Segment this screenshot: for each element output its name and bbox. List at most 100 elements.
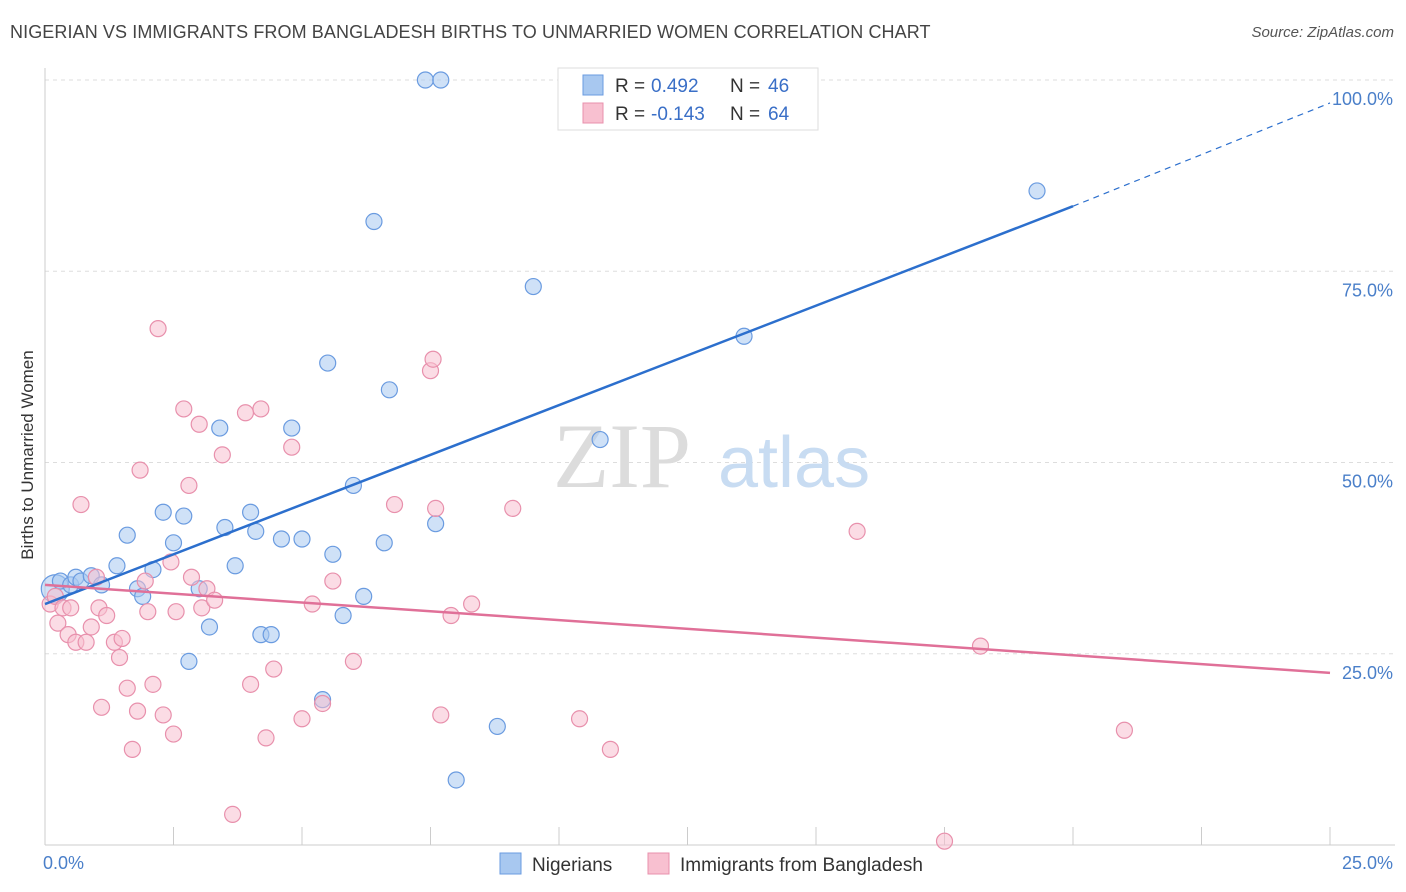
bangladesh-point — [110, 648, 129, 667]
nigerians-point — [380, 381, 398, 399]
bangladesh-point — [252, 400, 270, 418]
nigerians-point — [355, 587, 373, 605]
legend-r-value: -0.143 — [651, 104, 705, 125]
nigerians-point — [524, 277, 542, 296]
nigerians-point — [591, 430, 609, 449]
nigerians-point — [293, 530, 311, 548]
legend-bottom-label: Immigrants from Bangladesh — [680, 855, 923, 876]
watermark-atlas: atlas — [718, 423, 870, 503]
bangladesh-point — [77, 633, 95, 651]
bangladesh-point — [427, 499, 445, 517]
y-tick-label: 100.0% — [1332, 89, 1393, 109]
axes — [44, 68, 1395, 846]
bangladesh-point — [432, 706, 450, 724]
data-points — [40, 71, 1134, 850]
bangladesh-point — [236, 404, 255, 422]
bangladesh-point — [139, 603, 157, 621]
bangladesh-point — [570, 710, 589, 728]
nigerians-point — [108, 557, 126, 575]
bangladesh-point — [424, 350, 442, 368]
bangladesh-point — [123, 740, 141, 758]
bangladesh-point — [128, 702, 147, 720]
nigerians-point — [1028, 182, 1046, 200]
nigerians-point — [447, 771, 465, 789]
legend-n-label: N = — [730, 76, 760, 97]
y-tick-label: 25.0% — [1342, 663, 1393, 683]
legend-n-value: 64 — [768, 104, 790, 125]
bangladesh-point — [283, 438, 301, 456]
bangladesh-point — [971, 637, 990, 655]
nigerians-point — [262, 626, 280, 644]
bangladesh-point — [82, 618, 100, 636]
legend-bottom: Nigerians Immigrants from Bangladesh — [499, 852, 923, 876]
nigerians-point — [324, 545, 342, 563]
source-label: Source: ZipAtlas.com — [1251, 24, 1394, 41]
bangladesh-trend-line — [44, 583, 1331, 675]
trend-lines — [44, 102, 1331, 675]
bangladesh-point — [175, 400, 193, 418]
bangladesh-point — [180, 476, 198, 495]
bangladesh-point — [144, 675, 162, 693]
bangladesh-point — [164, 725, 183, 743]
nigerians-point — [432, 71, 450, 89]
bangladesh-point — [206, 591, 224, 609]
nigerians-point — [319, 354, 337, 372]
nigerians-point — [283, 419, 301, 437]
nigerians-point — [365, 212, 383, 231]
bangladesh-point — [62, 599, 80, 617]
nigerians-point — [416, 71, 434, 89]
nigerians-point — [334, 606, 352, 625]
bangladesh-point — [149, 320, 167, 338]
bangladesh-point — [293, 710, 311, 728]
bangladesh-point — [935, 832, 954, 850]
nigerians-point — [226, 557, 244, 575]
legend-r-label: R = — [615, 104, 645, 125]
bangladesh-point — [131, 461, 149, 479]
tick-labels: 25.0% 50.0% 75.0% 100.0% 0.0% 25.0% — [43, 89, 1393, 873]
nigerians-point — [118, 526, 136, 544]
watermark-zip: ZIP — [553, 405, 691, 507]
bangladesh-point — [324, 572, 342, 590]
nigerians-point — [427, 515, 445, 533]
legend-r-label: R = — [615, 76, 645, 97]
bangladesh-point — [190, 415, 208, 433]
bangladesh-point — [49, 614, 67, 632]
nigerians-trend-line — [44, 205, 1074, 606]
bangladesh-point — [265, 660, 283, 678]
y-tick-label: 50.0% — [1342, 472, 1393, 492]
nigerians-point — [175, 507, 193, 525]
bangladesh-point — [504, 499, 522, 517]
bangladesh-point — [385, 495, 404, 514]
bangladesh-point — [257, 729, 275, 747]
bangladesh-point — [167, 603, 185, 621]
y-tick-label: 75.0% — [1342, 280, 1393, 300]
legend-r-value: 0.492 — [651, 76, 699, 97]
chart-title: NIGERIAN VS IMMIGRANTS FROM BANGLADESH B… — [10, 22, 931, 42]
nigerians-point — [164, 534, 183, 552]
bangladesh-point — [213, 446, 231, 464]
bangladesh-point — [242, 675, 260, 693]
nigerians-point — [375, 534, 393, 552]
nigerians-point — [154, 503, 172, 521]
legend-top-swatch — [582, 102, 604, 124]
legend-bottom-label: Nigerians — [532, 855, 612, 876]
nigerians-point — [211, 419, 229, 437]
nigerians-trend-extension — [1072, 102, 1331, 207]
bangladesh-point — [72, 495, 90, 514]
nigerians-point — [200, 618, 219, 636]
bangladesh-point — [344, 652, 362, 671]
bangladesh-point — [1115, 721, 1134, 739]
legend-top-swatch — [582, 74, 604, 96]
bangladesh-point — [848, 522, 866, 540]
y-axis-label: Births to Unmarried Women — [18, 350, 37, 559]
bangladesh-point — [224, 805, 242, 824]
x-tick-label: 0.0% — [43, 853, 84, 873]
legend-n-value: 46 — [768, 76, 789, 97]
nigerians-point — [272, 530, 291, 548]
grid-lines — [45, 79, 1395, 655]
bangladesh-point — [113, 629, 131, 648]
bangladesh-point — [442, 606, 460, 625]
nigerians-point — [180, 652, 198, 671]
bangladesh-point — [154, 706, 172, 724]
